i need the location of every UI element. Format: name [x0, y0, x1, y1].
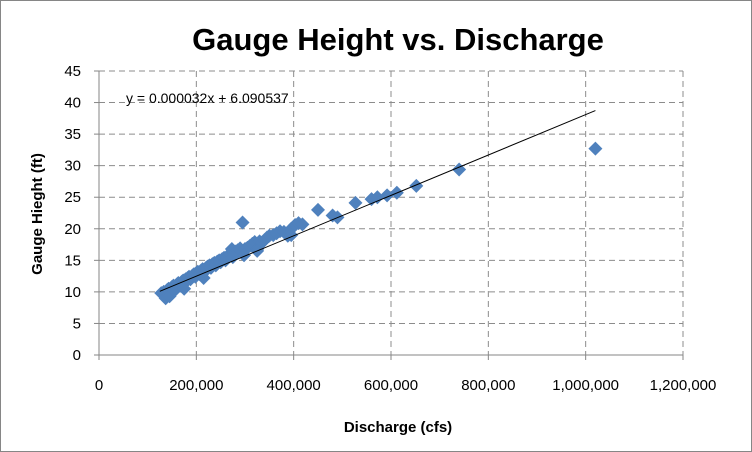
tick-labels: 0 5 10 15 20 25 30 35 40 45 0 200,000 400,000 600,000… [64, 63, 716, 394]
y-tick-label: 10 [64, 284, 81, 301]
data-point [348, 195, 363, 210]
x-tick-label: 200,000 [169, 377, 223, 394]
data-point [177, 281, 192, 296]
x-tick-label: 1,000,000 [552, 377, 619, 394]
y-tick-label: 5 [73, 315, 81, 332]
data-point [295, 217, 310, 232]
y-axis-title: Gauge Hieght (ft) [29, 153, 46, 275]
data-point [225, 250, 240, 265]
data-point [588, 141, 603, 156]
x-tick-label: 800,000 [461, 377, 515, 394]
y-tick-label: 15 [64, 252, 81, 269]
y-tick-label: 0 [73, 347, 81, 364]
y-tick-label: 30 [64, 158, 81, 175]
data-point [370, 190, 385, 205]
data-point [409, 178, 424, 193]
chart-title: Gauge Height vs. Discharge [192, 22, 604, 57]
data-point [237, 248, 252, 263]
x-tick-label: 400,000 [267, 377, 321, 394]
gridlines [99, 70, 684, 355]
x-tick-label: 0 [95, 377, 103, 394]
trendline-group [159, 110, 596, 292]
data-point [311, 202, 325, 217]
y-tick-label: 40 [64, 95, 81, 112]
x-axis-title: Discharge (cfs) [344, 419, 452, 436]
axes [94, 70, 684, 360]
y-tick-label: 25 [64, 189, 81, 206]
data-points [154, 141, 603, 306]
y-tick-label: 35 [64, 126, 81, 143]
x-tick-label: 600,000 [364, 377, 418, 394]
trendline [159, 110, 596, 292]
trendline-equation: y = 0.000032x + 6.090537 [126, 90, 289, 106]
data-point [235, 215, 250, 230]
y-tick-label: 45 [64, 63, 81, 80]
x-tick-label: 1,200,000 [650, 377, 717, 394]
y-tick-label: 20 [64, 221, 81, 238]
